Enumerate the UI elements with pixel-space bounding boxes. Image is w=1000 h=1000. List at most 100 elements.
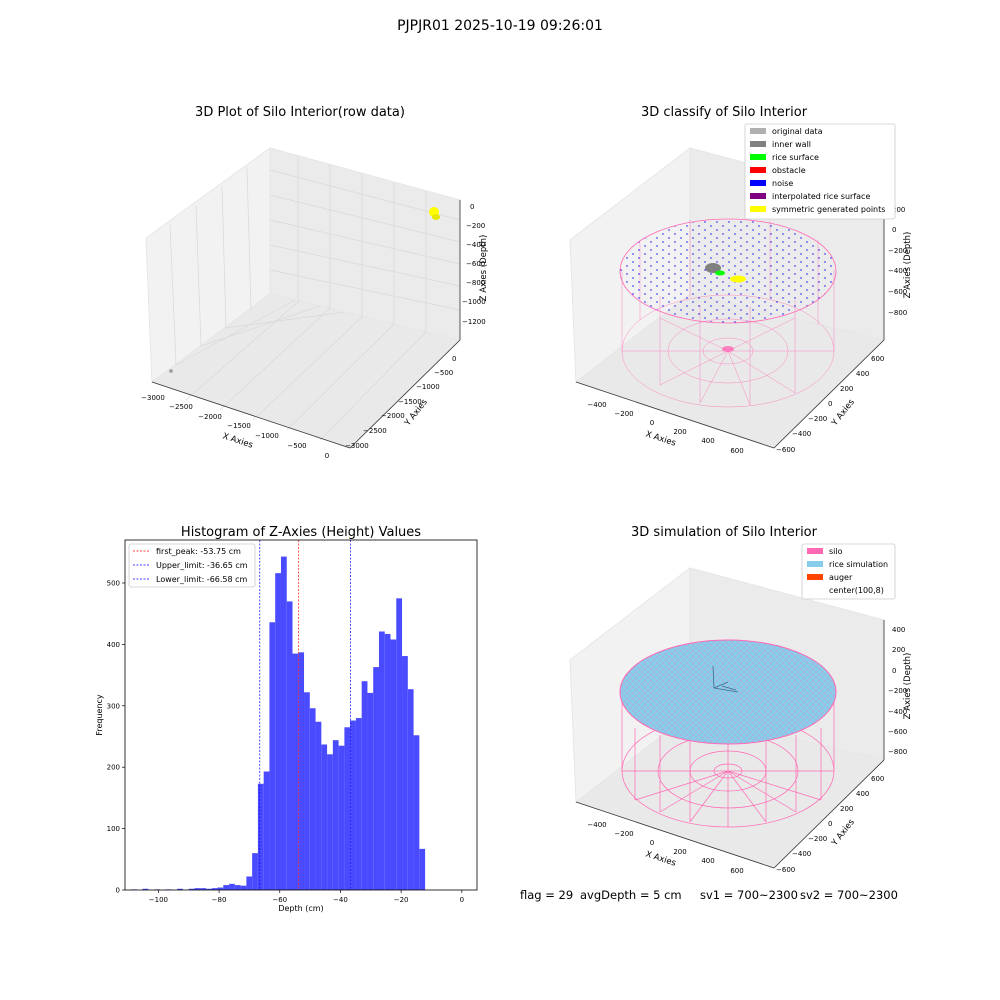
histogram-xlabel: Depth (cm) bbox=[278, 904, 323, 913]
silo-wireframe bbox=[621, 692, 835, 828]
p2-zlabel: Z Axies (Depth) bbox=[903, 232, 913, 299]
p2-xtick: 600 bbox=[730, 447, 743, 455]
histogram-bar bbox=[390, 639, 397, 890]
histogram-bar bbox=[402, 656, 408, 890]
histogram-bars bbox=[131, 556, 426, 890]
p1-xtick: −500 bbox=[287, 442, 306, 450]
legend-symmetric: symmetric generated points bbox=[772, 205, 885, 214]
x-tick-label: −20 bbox=[394, 896, 409, 904]
histogram-bar bbox=[321, 744, 328, 890]
auger bbox=[712, 665, 739, 693]
histogram-bar bbox=[223, 885, 230, 890]
p1-zlabel: Z Axies (Depth) bbox=[479, 235, 489, 302]
interpolated-surface bbox=[619, 218, 837, 324]
p2-ytick: 0 bbox=[828, 400, 832, 408]
p1-ztick: −400 bbox=[466, 241, 485, 249]
histogram-bar bbox=[338, 745, 345, 890]
histogram-bar bbox=[280, 556, 287, 890]
p2-ylabel: Y Axies bbox=[829, 397, 857, 429]
p1-ytick: 0 bbox=[452, 355, 456, 363]
histogram-bar bbox=[177, 888, 183, 890]
raw-origin-point bbox=[169, 369, 173, 373]
p2-ytick: −400 bbox=[792, 430, 811, 438]
histogram-bar bbox=[217, 887, 224, 890]
legend-noise: noise bbox=[772, 179, 793, 188]
y-tick-label: 200 bbox=[107, 764, 120, 772]
sv2-text: sv2 = 700~2300 bbox=[800, 888, 898, 902]
histogram-bar bbox=[211, 888, 218, 890]
histogram-bar bbox=[257, 783, 264, 890]
flag-text: flag = 29 bbox=[520, 888, 574, 902]
p2-ztick: −600 bbox=[888, 288, 907, 296]
histogram-legend: first_peak: -53.75 cm Upper_limit: -36.6… bbox=[128, 543, 256, 588]
p2-legend: original data inner wall rice surface ob… bbox=[744, 123, 896, 220]
p4-ytick: 600 bbox=[871, 775, 884, 783]
histogram-bar bbox=[269, 622, 276, 890]
p1-ytick: −1000 bbox=[416, 383, 440, 391]
grid-lines bbox=[169, 156, 461, 441]
p2-ytick: −200 bbox=[808, 415, 827, 423]
rice-simulation-surface bbox=[619, 639, 837, 745]
histogram-bar bbox=[194, 888, 201, 890]
p2-xtick: −200 bbox=[614, 410, 633, 418]
x-tick-label: 0 bbox=[460, 896, 464, 904]
p4-xtick: 600 bbox=[730, 867, 743, 875]
p1-ztick: −1200 bbox=[462, 318, 486, 326]
histogram-bar bbox=[292, 653, 299, 890]
p2-ztick: 0 bbox=[892, 226, 896, 234]
histogram-bar bbox=[384, 633, 391, 890]
p1-ztick: −600 bbox=[466, 260, 485, 268]
legend-upper-limit: Upper_limit: -36.65 cm bbox=[156, 561, 248, 570]
histogram-bar bbox=[200, 888, 207, 890]
p1-xlabel: X Axies bbox=[221, 431, 254, 450]
p4-ztick: 0 bbox=[892, 667, 896, 675]
histogram-bar bbox=[396, 598, 403, 890]
x-tick-label: −80 bbox=[212, 896, 227, 904]
p4-ytick: 200 bbox=[840, 805, 853, 813]
inner-wall-points bbox=[705, 263, 721, 273]
p2-ytick: 200 bbox=[840, 385, 853, 393]
p1-ztick: 0 bbox=[470, 203, 474, 211]
histogram-bar bbox=[355, 718, 362, 890]
p4-xtick: 200 bbox=[673, 848, 686, 856]
p1-ytick: −1500 bbox=[398, 398, 422, 406]
histogram-ylabel: Frequency bbox=[95, 694, 104, 736]
silo-center bbox=[722, 346, 734, 352]
p1-xtick: −2500 bbox=[169, 403, 193, 411]
y-tick-label: 300 bbox=[107, 702, 120, 710]
histogram-bar bbox=[327, 754, 333, 890]
p4-ztick: −800 bbox=[888, 748, 907, 756]
histogram-bar bbox=[298, 652, 305, 890]
figure-title: PJPJR01 2025-10-19 09:26:01 bbox=[397, 18, 603, 34]
x-tick-label: −60 bbox=[272, 896, 287, 904]
p4-ytick: 400 bbox=[856, 790, 869, 798]
histogram-threshold-lines bbox=[259, 540, 351, 890]
p1-xtick: −1500 bbox=[227, 422, 251, 430]
histogram-bar bbox=[206, 888, 212, 890]
panel4-title: 3D simulation of Silo Interior bbox=[631, 525, 818, 540]
p2-xtick: 200 bbox=[673, 428, 686, 436]
p2-ztick: −800 bbox=[888, 309, 907, 317]
legend-first-peak: first_peak: -53.75 cm bbox=[156, 547, 241, 556]
y-tick-label: 0 bbox=[116, 887, 120, 895]
histogram-bar bbox=[361, 681, 368, 890]
panel2-title: 3D classify of Silo Interior bbox=[641, 105, 808, 120]
p4-ylabel: Y Axies bbox=[829, 817, 857, 849]
histogram-bar bbox=[419, 848, 426, 890]
histogram-frame bbox=[124, 539, 478, 891]
histogram-bar bbox=[188, 888, 195, 890]
p4-ytick: −400 bbox=[792, 850, 811, 858]
rice-surface-points bbox=[715, 270, 725, 276]
p1-ztick: −200 bbox=[466, 222, 485, 230]
histogram-bar bbox=[373, 667, 379, 890]
histogram-bar bbox=[378, 631, 385, 890]
p4-ytick: 0 bbox=[828, 820, 832, 828]
symmetric-points bbox=[730, 275, 746, 283]
p1-ztick: −800 bbox=[466, 279, 485, 287]
p1-ytick: −500 bbox=[434, 369, 453, 377]
p2-ztick: −200 bbox=[888, 247, 907, 255]
p4-xtick: −200 bbox=[614, 830, 633, 838]
legend-center: center(100,8) bbox=[829, 586, 884, 595]
p2-ytick: 400 bbox=[856, 370, 869, 378]
